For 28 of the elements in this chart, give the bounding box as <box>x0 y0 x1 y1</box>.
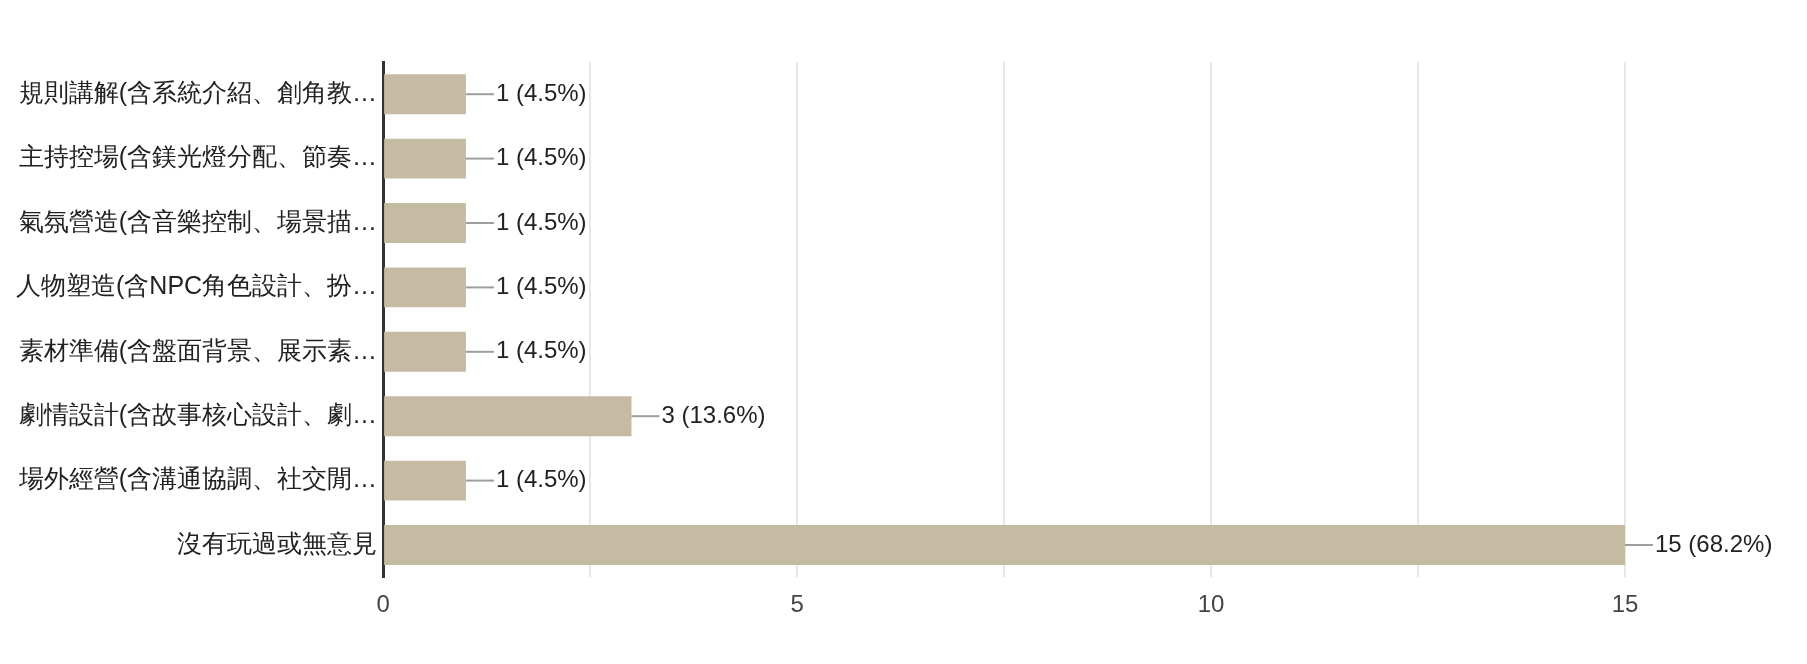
data-label: 1 (4.5%) <box>495 78 587 106</box>
x-tick-label: 10 <box>1197 590 1225 618</box>
x-tick-label: 0 <box>376 590 390 618</box>
y-tick-label: 沒有玩過或無意見 <box>177 528 378 557</box>
y-tick-label: 氣氛營造(含音樂控制、場景描… <box>18 206 378 235</box>
bar <box>384 138 466 179</box>
x-tick-label: 15 <box>1611 590 1639 618</box>
bar <box>384 525 1625 565</box>
data-label: 1 (4.5%) <box>495 143 587 171</box>
x-tick-label: 5 <box>790 590 804 618</box>
bar <box>384 267 466 308</box>
data-label: 1 (4.5%) <box>495 336 587 364</box>
data-label: 1 (4.5%) <box>495 272 587 300</box>
y-tick-label: 主持控場(含鎂光燈分配、節奏… <box>18 142 378 171</box>
y-tick-label: 場外經營(含溝通協調、社交閒… <box>17 464 378 493</box>
y-tick-label: 人物塑造(含NPC角色設計、扮… <box>16 271 378 300</box>
data-label: 1 (4.5%) <box>495 207 587 235</box>
y-tick-label: 素材準備(含盤面背景、展示素… <box>18 335 378 364</box>
bar <box>384 460 466 501</box>
data-label: 3 (13.6%) <box>661 400 766 428</box>
data-label: 15 (68.2%) <box>1655 529 1773 557</box>
data-label: 1 (4.5%) <box>495 465 587 493</box>
bar <box>384 203 466 243</box>
y-tick-label: 規則講解(含系統介紹、創角教… <box>18 78 378 107</box>
bar <box>384 396 632 437</box>
y-tick-label: 劇情設計(含故事核心設計、劇… <box>18 400 378 429</box>
bar <box>384 74 466 115</box>
bar <box>384 331 466 372</box>
